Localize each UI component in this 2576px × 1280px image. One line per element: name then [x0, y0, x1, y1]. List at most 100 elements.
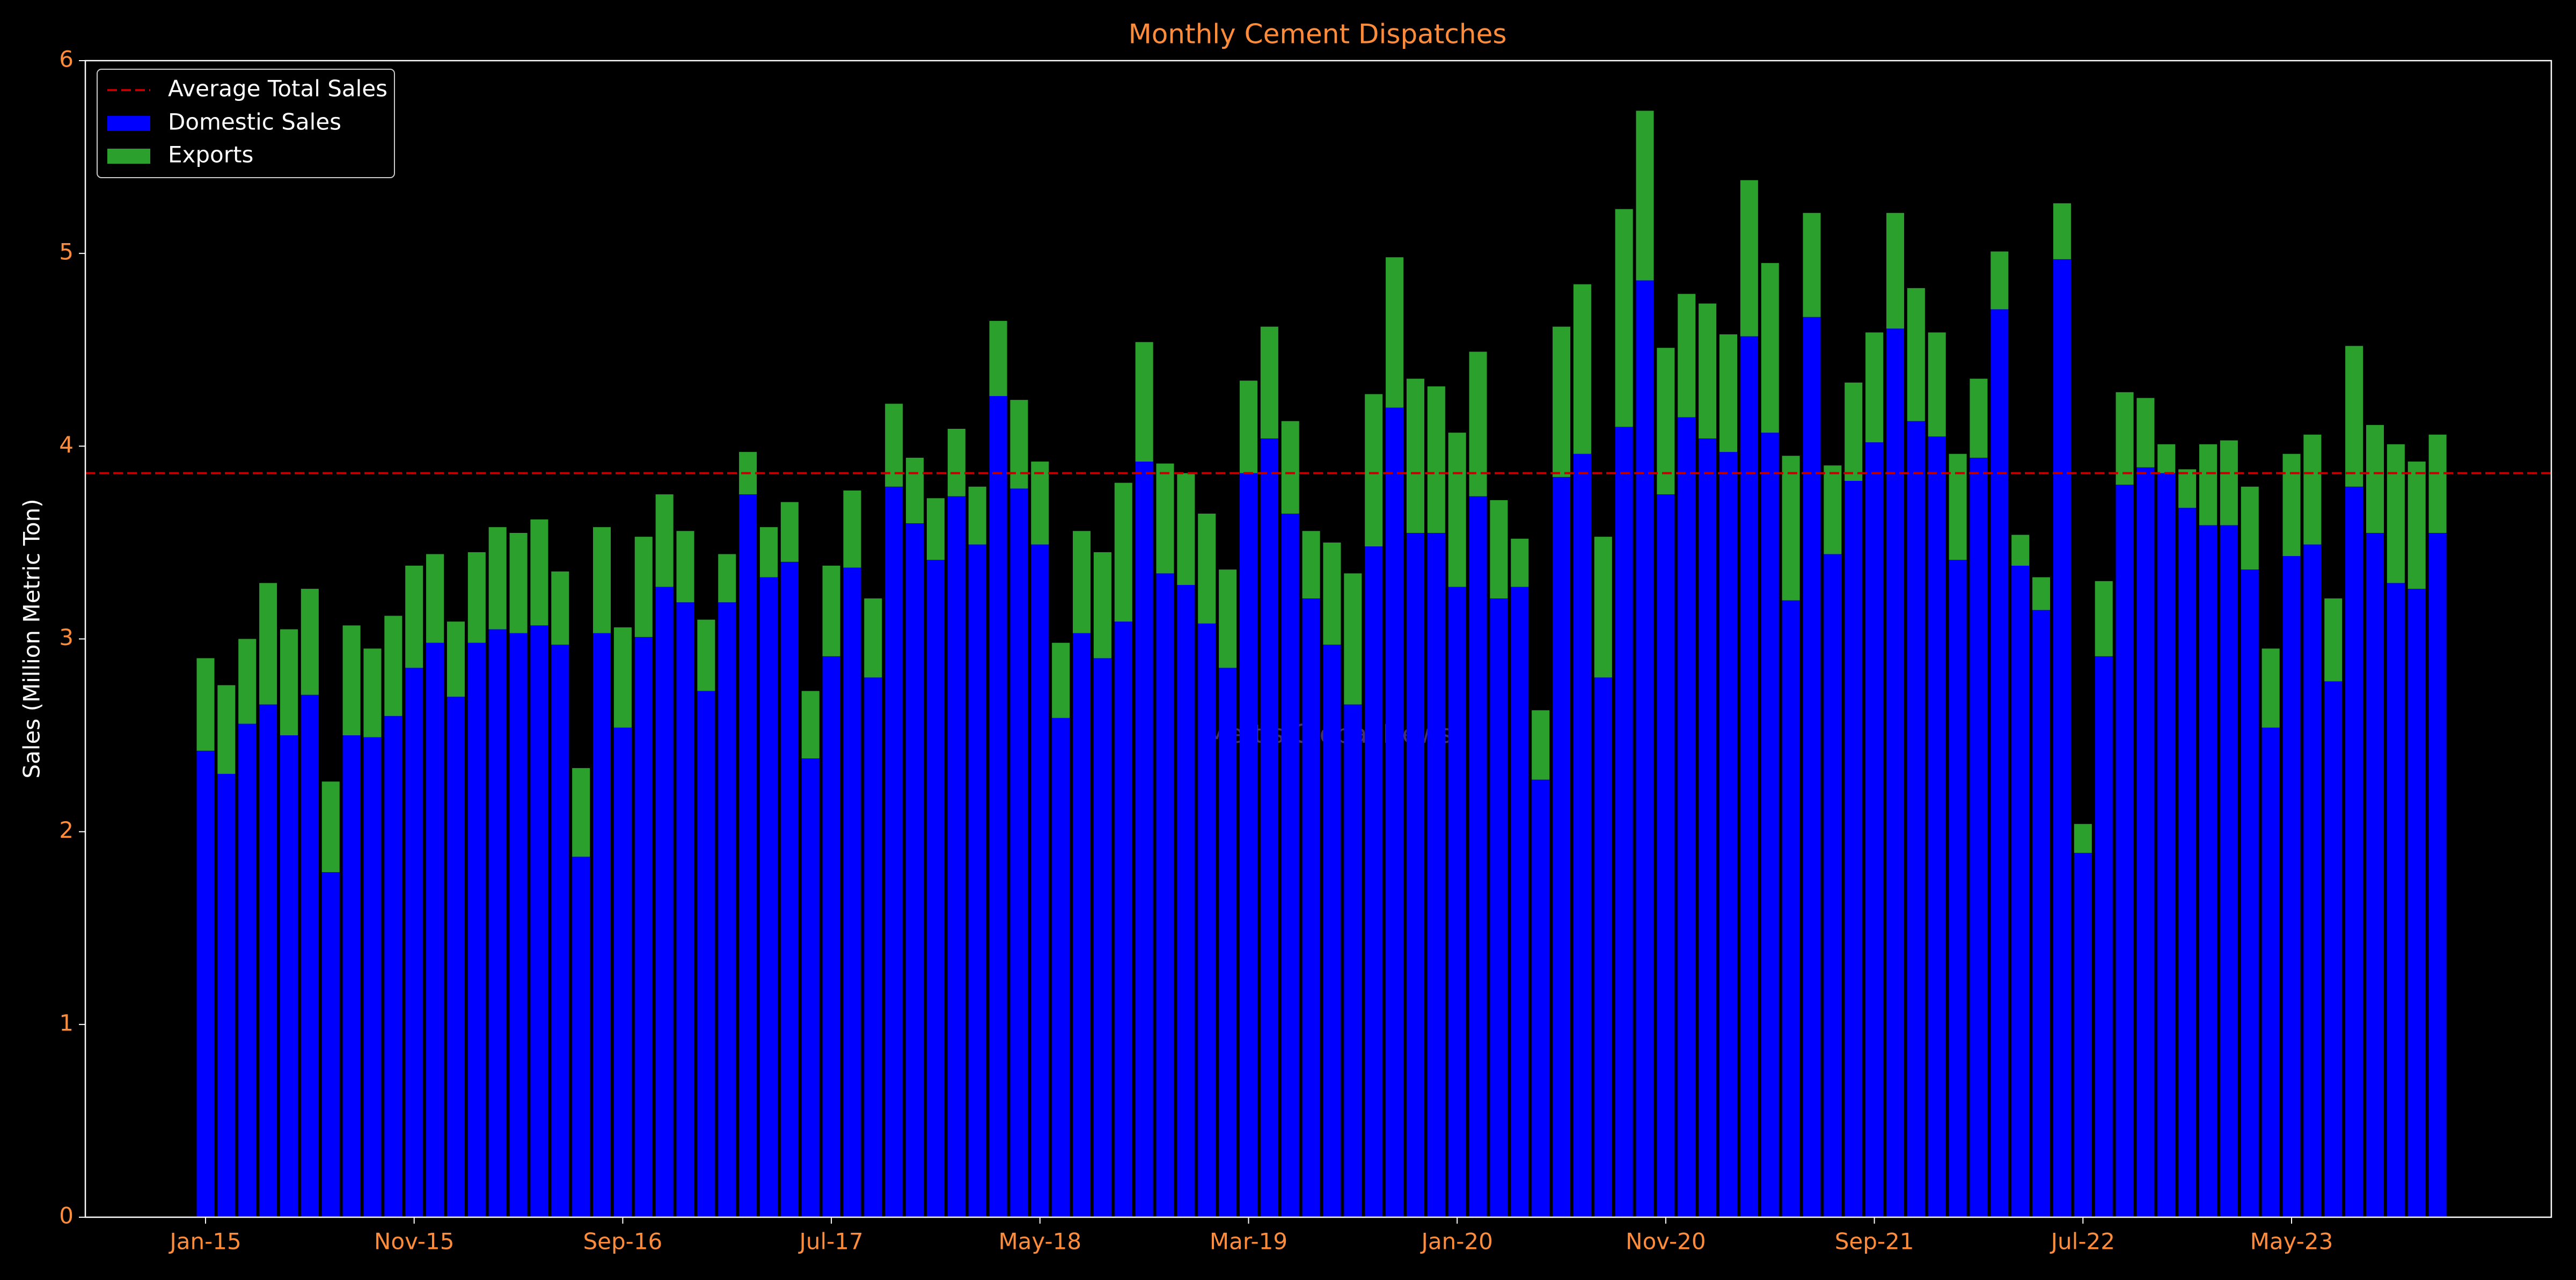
bar-domestic	[2199, 525, 2218, 1217]
bar-domestic	[447, 697, 465, 1217]
bar-domestic	[572, 857, 590, 1217]
bar-domestic	[301, 694, 319, 1217]
bar-exports	[1615, 209, 1633, 427]
bar-exports	[1949, 454, 1967, 560]
bar-exports	[1052, 642, 1070, 718]
bar-domestic	[1406, 532, 1424, 1218]
bar-domestic	[2178, 508, 2197, 1218]
bar-exports	[1636, 111, 1654, 281]
bar-domestic	[968, 544, 986, 1218]
bar-exports	[822, 566, 840, 656]
bar-exports	[1553, 326, 1571, 477]
bar-exports	[1156, 463, 1174, 574]
bar-exports	[1740, 180, 1758, 337]
bar-exports	[1114, 482, 1132, 622]
bar-domestic	[1865, 442, 1884, 1217]
bar-exports	[1198, 514, 1216, 624]
bar-domestic	[321, 872, 340, 1217]
bar-exports	[1573, 284, 1591, 454]
bar-exports	[1386, 257, 1404, 408]
bar-domestic	[2387, 583, 2405, 1217]
bar-exports	[342, 625, 361, 736]
bar-exports	[2366, 425, 2384, 533]
bar-exports	[1928, 332, 1946, 437]
bar-domestic	[2282, 556, 2301, 1217]
bar-domestic	[1740, 336, 1758, 1217]
bar-domestic	[259, 704, 277, 1217]
x-tick-label: May-18	[998, 1228, 1081, 1255]
bar-exports	[759, 527, 778, 577]
bar-exports	[1344, 573, 1362, 705]
bar-exports	[2053, 203, 2071, 259]
chart-title: Monthly Cement Dispatches	[1129, 19, 1507, 50]
bar-exports	[1073, 531, 1091, 633]
bar-exports	[2282, 454, 2301, 557]
bar-domestic	[2157, 473, 2176, 1217]
bar-domestic	[2074, 853, 2092, 1217]
bar-exports	[634, 537, 653, 637]
bar-exports	[843, 490, 861, 568]
bar-exports	[488, 527, 507, 630]
y-tick-label: 3	[59, 624, 74, 650]
bar-exports	[1719, 334, 1738, 452]
bar-domestic	[2303, 544, 2322, 1218]
bar-exports	[2241, 486, 2259, 570]
bar-exports	[1824, 465, 1842, 554]
x-tick-label: May-23	[2250, 1228, 2333, 1255]
bar-exports	[1469, 352, 1487, 496]
bar-domestic	[1615, 427, 1633, 1217]
bar-domestic	[2136, 467, 2155, 1217]
bar-domestic	[2116, 485, 2134, 1217]
y-tick-label: 5	[59, 239, 74, 265]
bar-domestic	[1990, 309, 2009, 1218]
bar-domestic	[801, 758, 819, 1217]
bar-exports	[1761, 263, 1779, 433]
bar-domestic	[280, 735, 298, 1217]
bar-exports	[1699, 303, 1717, 438]
bar-domestic	[384, 716, 402, 1217]
legend-label: Average Total Sales	[168, 76, 387, 102]
bar-exports	[697, 619, 715, 691]
bar-domestic	[2220, 525, 2238, 1217]
bar-domestic	[1010, 488, 1028, 1217]
bar-exports	[906, 457, 924, 523]
bar-exports	[864, 598, 882, 678]
bar-exports	[2220, 440, 2238, 525]
bar-domestic	[1219, 668, 1237, 1217]
bar-domestic	[1281, 514, 1299, 1217]
bar-domestic	[947, 496, 965, 1217]
bar-domestic	[885, 486, 903, 1218]
bar-exports	[259, 583, 277, 705]
bar-exports	[238, 639, 257, 724]
bar-exports	[1031, 462, 1049, 545]
bar-exports	[1970, 378, 1988, 458]
bar-domestic	[593, 633, 611, 1217]
bar-domestic	[2324, 681, 2343, 1217]
bar-domestic	[2011, 566, 2030, 1217]
bar-exports	[926, 498, 945, 560]
bar-exports	[655, 494, 674, 587]
bar-domestic	[1260, 438, 1278, 1217]
bar-domestic	[697, 691, 715, 1217]
bar-domestic	[655, 587, 674, 1217]
bar-exports	[2324, 598, 2343, 682]
bar-domestic	[843, 567, 861, 1217]
x-tick-label: Sep-21	[1835, 1228, 1914, 1255]
bar-domestic	[1553, 477, 1571, 1217]
bar-domestic	[1678, 417, 1696, 1218]
bar-domestic	[1427, 532, 1445, 1218]
x-tick-label: Jan-20	[1420, 1228, 1493, 1255]
bar-domestic	[1824, 554, 1842, 1217]
bar-domestic	[1594, 677, 1612, 1217]
bar-exports	[551, 571, 569, 645]
bar-domestic	[1699, 438, 1717, 1217]
x-tick-label: Nov-15	[374, 1228, 454, 1255]
bar-exports	[301, 589, 319, 695]
bar-domestic	[676, 602, 694, 1217]
bar-domestic	[1469, 496, 1487, 1217]
x-tick-label: Sep-16	[583, 1228, 663, 1255]
bar-exports	[613, 627, 632, 728]
bar-exports	[447, 621, 465, 697]
bar-domestic	[2366, 532, 2384, 1218]
